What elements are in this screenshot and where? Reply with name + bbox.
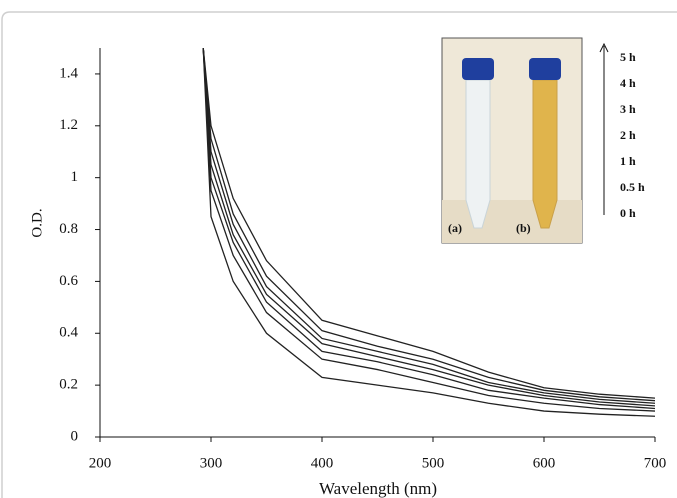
cap-b: [529, 58, 561, 80]
arrow-head: [599, 42, 609, 53]
legend-label: 4 h: [620, 76, 636, 90]
series-line: [202, 48, 655, 399]
x-tick-label: 600: [533, 455, 556, 471]
x-tick-label: 700: [644, 455, 667, 471]
x-tick-label: 400: [311, 455, 334, 471]
y-tick-label: 0.2: [59, 377, 78, 393]
series-line: [202, 48, 655, 407]
y-tick-label: 1.4: [59, 65, 78, 81]
y-tick-label: 1.2: [59, 117, 78, 133]
inset-label: (a): [448, 221, 462, 235]
frame: [1, 11, 677, 498]
series-line: [202, 48, 655, 412]
y-tick-label: 0.6: [59, 273, 78, 289]
tube-b: [532, 79, 558, 229]
series-line: [202, 48, 655, 417]
x-tick-label: 500: [422, 455, 445, 471]
series-line: [202, 48, 655, 410]
y-tick-label: 1: [71, 169, 79, 185]
x-axis-title: Wavelength (nm): [319, 479, 437, 498]
inset-photo: 5 h 4 h 3 h 2 h 1 h 0.5 h 0 h (a) (b): [441, 37, 645, 244]
x-tick-label: 200: [89, 455, 112, 471]
series-line: [202, 48, 655, 402]
series-line: [202, 48, 655, 404]
legend-label: 3 h: [620, 102, 636, 116]
y-tick-label: 0: [71, 428, 79, 444]
legend-label: 5 h: [620, 50, 636, 64]
x-tick-label: 300: [200, 455, 223, 471]
legend-label: 0 h: [620, 206, 636, 220]
tube-a: [465, 79, 491, 229]
cap-a: [462, 58, 494, 80]
legend-label: 1 h: [620, 154, 636, 168]
y-tick-label: 0.4: [59, 325, 78, 341]
photo-floor: [442, 200, 582, 243]
legend-label: 0.5 h: [620, 180, 645, 194]
y-tick-label: 0.8: [59, 221, 78, 237]
y-axis-title: O.D.: [29, 208, 45, 237]
inset-label: (b): [516, 221, 531, 235]
legend-label: 2 h: [620, 128, 636, 142]
